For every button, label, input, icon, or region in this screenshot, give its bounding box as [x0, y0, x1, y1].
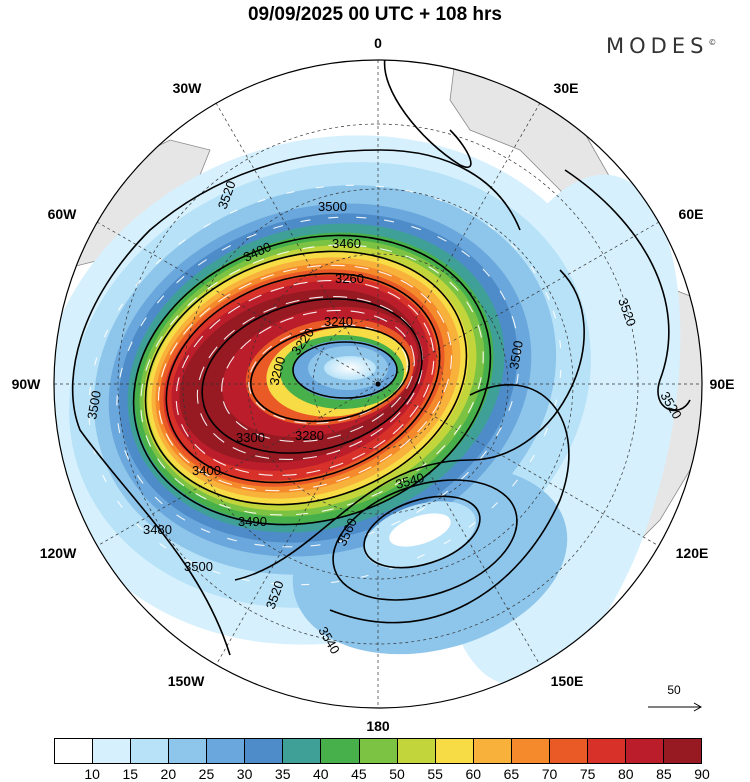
- longitude-label-150w: 150W: [167, 673, 205, 689]
- pole-marker: [375, 381, 381, 387]
- colorbar-swatch: [664, 739, 702, 763]
- contour-label: 3280: [295, 428, 324, 443]
- contour-label: 3400: [192, 463, 221, 478]
- vector-reference-label: 50: [667, 683, 681, 697]
- colorbar-tick-label: 40: [313, 766, 329, 782]
- contour-label: 3200: [266, 355, 288, 387]
- map-boundary: [53, 59, 703, 709]
- colorbar-swatch: [549, 739, 588, 763]
- colorbar-labels: 10 15 20 25 30 35 40 45 50 55 60 65 70 75 80 85 90: [54, 766, 709, 782]
- colorbar-tick-label: 75: [579, 766, 596, 782]
- colorbar-swatch: [207, 739, 246, 763]
- forecast-title: 09/09/2025 00 UTC + 108 hrs: [247, 4, 503, 25]
- colorbar-tick-label: 50: [389, 766, 405, 782]
- contour-label: 3460: [332, 236, 361, 251]
- vector-reference: 50: [642, 683, 706, 723]
- contour-label: 3300: [236, 430, 265, 445]
- colorbar-tick-label: 10: [84, 766, 100, 782]
- vector-reference-arrow: [648, 702, 703, 712]
- geopotential-contours: [71, 60, 691, 656]
- longitude-label-120e: 120E: [675, 545, 709, 561]
- longitude-label-90e: 90E: [709, 376, 735, 392]
- colorbar-tick-label: 65: [503, 766, 520, 782]
- colorbar-swatch: [435, 739, 474, 763]
- wind-speed-shading: [54, 60, 702, 708]
- colorbar-tick-label: 15: [122, 766, 139, 782]
- contour-label: 3490: [238, 514, 267, 529]
- contour-label: 3240: [324, 314, 353, 329]
- brand-logo: MODES©: [606, 34, 716, 58]
- colorbar-tick-label: 90: [694, 766, 710, 782]
- colorbar-tick-label: 45: [351, 766, 367, 782]
- colorbar-swatch: [359, 739, 398, 763]
- colorbar-swatch: [131, 739, 170, 763]
- longitude-label-60e: 60E: [678, 206, 704, 222]
- longitude-label-180: 180: [366, 718, 390, 734]
- longitude-label-60w: 60W: [47, 206, 77, 222]
- colorbar-swatch: [55, 739, 94, 763]
- colorbar-tick-label: 25: [198, 766, 215, 782]
- colorbar-tick-label: 70: [541, 766, 558, 782]
- contour-label: 3500: [84, 389, 104, 420]
- longitude-label-30e: 30E: [553, 80, 579, 96]
- colorbar-swatch: [245, 739, 284, 763]
- contour-label: 3500: [318, 199, 347, 214]
- brand-name: MODES: [606, 34, 709, 58]
- colorbar-tick-label: 60: [465, 766, 482, 782]
- colorbar-swatch: [587, 739, 626, 763]
- colorbar-swatch: [397, 739, 436, 763]
- colorbar-tick-label: 20: [160, 766, 177, 782]
- wind-speed-colorbar: [54, 738, 702, 764]
- colorbar-tick-label: 80: [617, 766, 634, 782]
- colorbar-tick-label: 55: [427, 766, 443, 782]
- colorbar-tick-label: 35: [274, 766, 291, 782]
- colorbar-swatch: [321, 739, 360, 763]
- colorbar-tick-label: 30: [236, 766, 253, 782]
- longitude-label-30w: 30W: [172, 80, 202, 96]
- colorbar-swatch: [473, 739, 512, 763]
- contour-label: 3500: [506, 339, 526, 370]
- colorbar-swatch: [625, 739, 664, 763]
- colorbar-swatch: [169, 739, 208, 763]
- colorbar-swatch: [511, 739, 550, 763]
- longitude-label-0: 0: [374, 35, 382, 51]
- contour-label: 3260: [335, 271, 364, 286]
- longitude-label-150e: 150E: [550, 673, 584, 689]
- contour-label: 3480: [143, 522, 172, 537]
- colorbar-tick-label: 85: [656, 766, 672, 782]
- brand-mark: ©: [708, 38, 717, 47]
- contour-label: 3540: [394, 470, 426, 492]
- contour-label: 3500: [184, 559, 213, 574]
- longitude-label-90w: 90W: [11, 376, 41, 392]
- colorbar-swatch: [283, 739, 322, 763]
- colorbar-swatch: [93, 739, 132, 763]
- longitude-label-120w: 120W: [39, 545, 77, 561]
